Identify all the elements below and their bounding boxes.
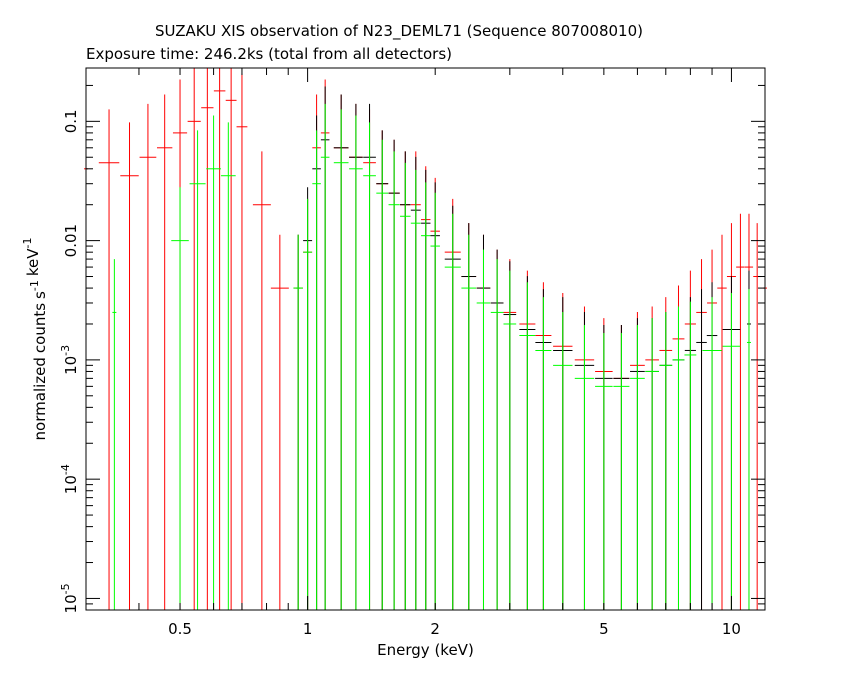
series-1 [296,86,751,610]
chart-title: SUZAKU XIS observation of N23_DEML71 (Se… [155,22,643,40]
x-axis-label: Energy (keV) [377,641,474,659]
x-tick-label: 0.5 [168,620,192,638]
x-tick-label: 5 [599,620,609,638]
x-tick-label: 2 [430,620,440,638]
axis-ticks: 0.5 1 2 5 10 10-5 10-4 10-3 0.01 0.1 [59,68,765,638]
x-tick-label: 1 [303,620,313,638]
y-tick-label: 10-4 [59,464,80,494]
y-tick-label: 0.01 [62,224,80,257]
y-tick-label: 10-5 [59,583,80,613]
x-tick-label: 10 [722,620,741,638]
chart-subtitle: Exposure time: 246.2ks (total from all d… [86,45,453,63]
error-bar-layer [84,68,767,610]
plot-frame [85,67,766,611]
y-tick-label: 10-3 [59,345,80,375]
y-axis-label: normalizedcountss-1keV-1 [21,238,49,441]
y-tick-label: 0.1 [62,109,80,133]
series-2 [112,103,751,610]
